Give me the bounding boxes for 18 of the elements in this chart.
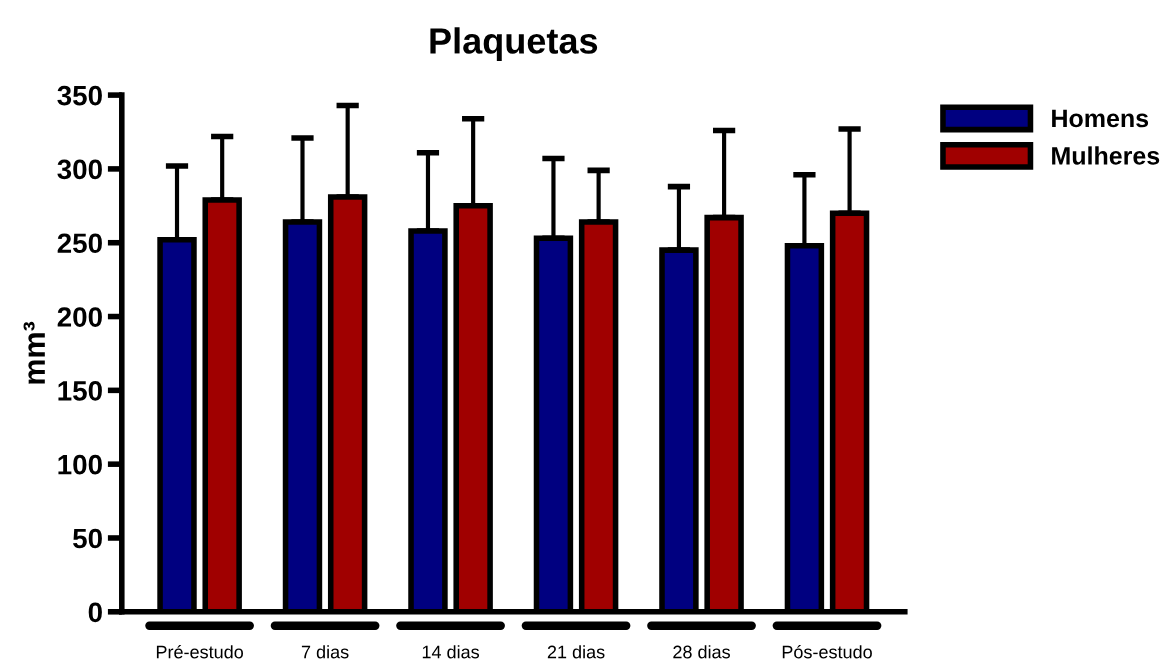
y-tick-label: 50 (73, 528, 102, 549)
x-tick-label: 21 dias (547, 645, 605, 659)
x-tick-label: Pré-estudo (156, 644, 243, 659)
chart-title: Plaquetas (430, 27, 598, 61)
legend-label: Mulheres (1052, 146, 1160, 165)
legend-label: Homens (1052, 109, 1149, 128)
y-tick-label: 150 (58, 381, 102, 401)
y-tick-label: 100 (58, 454, 102, 475)
y-axis-title: mm³ (23, 321, 45, 384)
y-tick-label: 250 (57, 233, 102, 254)
y-tick-label: 350 (57, 85, 102, 106)
x-tick-label: 14 dias (422, 645, 480, 659)
y-tick-label: 300 (57, 159, 102, 180)
y-tick-label: 200 (57, 307, 102, 327)
x-tick-label: 28 dias (673, 645, 730, 659)
x-tick-label: 7 dias (301, 645, 349, 659)
y-tick-label: 0 (88, 602, 102, 623)
x-tick-label: Pós-estudo (782, 644, 872, 659)
